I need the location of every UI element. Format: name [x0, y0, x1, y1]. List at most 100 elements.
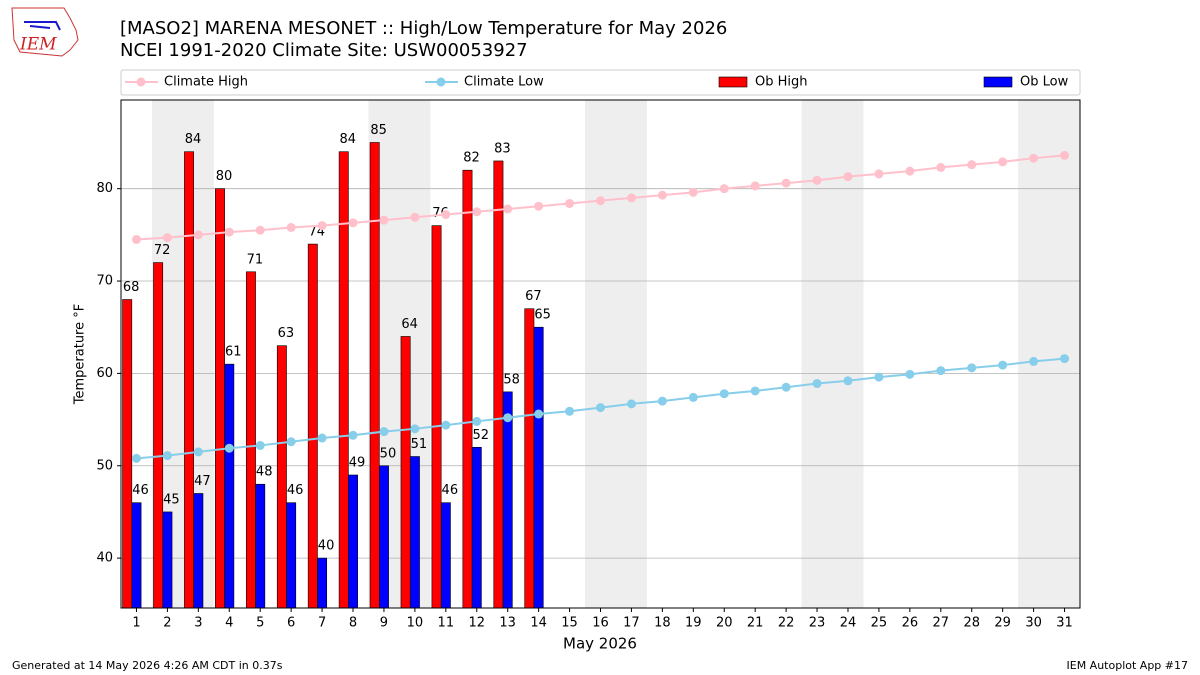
climate-point — [348, 430, 358, 440]
data-label: 80 — [216, 169, 233, 184]
bar — [409, 456, 420, 609]
climate-point — [565, 198, 575, 208]
climate-point — [1060, 150, 1070, 160]
climate-point — [441, 420, 451, 430]
x-tick-label: 31 — [1056, 616, 1073, 631]
bar — [502, 391, 513, 609]
weekend-shade — [615, 100, 647, 608]
climate-point — [286, 437, 296, 447]
climate-point — [657, 396, 667, 406]
x-tick-label: 6 — [287, 616, 295, 631]
weekend-shade — [585, 100, 616, 608]
climate-point — [534, 409, 544, 419]
data-label: 48 — [256, 465, 273, 480]
climate-point — [688, 187, 698, 197]
climate-point — [1029, 356, 1039, 366]
climate-point — [750, 386, 760, 396]
x-tick-label: 22 — [778, 616, 795, 631]
climate-point — [967, 160, 977, 170]
climate-point — [936, 162, 946, 172]
x-tick-label: 10 — [407, 616, 424, 631]
data-label: 51 — [411, 437, 428, 452]
x-tick-label: 30 — [1025, 616, 1042, 631]
climate-point — [379, 427, 389, 437]
y-tick-label: 80 — [96, 181, 113, 196]
climate-point — [317, 433, 327, 443]
climate-point — [534, 201, 544, 211]
logo-outline — [11, 7, 79, 57]
climate-point — [503, 413, 513, 423]
climate-point — [565, 406, 575, 416]
climate-point — [812, 379, 822, 389]
data-label: 63 — [278, 326, 295, 341]
data-label: 46 — [442, 483, 459, 498]
weekend-shade — [1018, 100, 1050, 608]
climate-point — [193, 230, 203, 240]
x-tick-label: 28 — [963, 616, 980, 631]
y-tick-label: 70 — [96, 274, 113, 289]
legend-label: Climate High — [164, 75, 248, 90]
y-axis-label: Temperature °F — [73, 304, 88, 405]
climate-point — [472, 207, 482, 217]
data-label: 72 — [154, 243, 171, 258]
data-label: 83 — [494, 141, 511, 156]
x-tick-label: 1 — [132, 616, 140, 631]
climate-point — [626, 193, 636, 203]
x-tick-label: 4 — [225, 616, 233, 631]
x-tick-label: 9 — [380, 616, 388, 631]
climate-point — [967, 363, 977, 373]
bar — [184, 151, 194, 609]
climate-point — [131, 453, 141, 463]
climate-point — [441, 210, 451, 220]
x-tick-label: 14 — [530, 616, 547, 631]
data-label: 49 — [349, 455, 366, 470]
weekend-shade — [832, 100, 864, 608]
climate-point — [1029, 153, 1039, 163]
data-label: 50 — [380, 446, 397, 461]
climate-point — [750, 181, 760, 191]
bar — [193, 493, 204, 609]
bar — [524, 308, 535, 609]
x-tick-label: 19 — [685, 616, 702, 631]
legend-marker — [136, 77, 146, 87]
x-axis-label: May 2026 — [563, 635, 637, 653]
x-tick-label: 2 — [163, 616, 171, 631]
data-label: 84 — [339, 132, 356, 147]
climate-point — [255, 440, 265, 450]
data-label: 47 — [194, 474, 211, 489]
weekend-shade — [1049, 100, 1080, 608]
x-tick-label: 11 — [438, 616, 455, 631]
climate-point — [348, 218, 358, 228]
data-label: 82 — [463, 151, 480, 166]
x-tick-label: 23 — [809, 616, 826, 631]
climate-point — [905, 166, 915, 176]
climate-point — [131, 234, 141, 244]
bar — [286, 502, 297, 609]
y-tick-label: 40 — [96, 551, 113, 566]
climate-point — [317, 221, 327, 231]
data-label: 58 — [503, 372, 520, 387]
legend-label: Ob Low — [1020, 75, 1069, 90]
climate-point — [719, 389, 729, 399]
climate-point — [472, 416, 482, 426]
climate-point — [162, 451, 172, 461]
climate-point — [998, 360, 1008, 370]
logo: IEM — [11, 7, 79, 57]
climate-point — [874, 169, 884, 179]
chart-title: [MASO2] MARENA MESONET :: High/Low Tempe… — [120, 18, 727, 39]
bar — [131, 502, 142, 609]
legend-swatch — [983, 76, 1013, 88]
data-label: 45 — [163, 492, 180, 507]
footer-right: IEM Autoplot App #17 — [1067, 659, 1189, 672]
data-label: 65 — [534, 308, 551, 323]
climate-point — [410, 212, 420, 222]
bar — [153, 262, 164, 609]
legend-marker — [436, 77, 446, 87]
bar — [162, 511, 173, 609]
climate-point — [781, 382, 791, 392]
legend-label: Climate Low — [464, 75, 544, 90]
bar — [215, 188, 225, 609]
climate-point — [410, 424, 420, 434]
bar — [493, 160, 504, 609]
logo-text: IEM — [19, 35, 57, 55]
